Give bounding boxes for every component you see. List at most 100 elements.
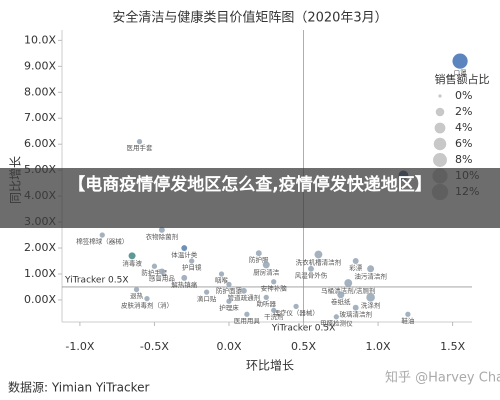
y-tick-label: 10.0X <box>24 33 56 46</box>
legend-marker <box>433 137 447 151</box>
point-label: 防护手套 <box>141 268 168 277</box>
legend-label: 4% <box>455 121 472 134</box>
point <box>158 226 165 233</box>
point <box>128 252 136 260</box>
point <box>151 263 158 269</box>
legend-label: 6% <box>455 137 472 150</box>
point-label: 消毒液 <box>122 258 142 267</box>
y-tick-label: 2.00X <box>24 241 56 254</box>
y-tick-label: 9.00X <box>24 59 56 72</box>
legend-label: 0% <box>455 89 472 102</box>
x-tick-label: 0.5X <box>291 340 316 353</box>
y-tick-label: 0.00X <box>24 293 56 306</box>
point <box>271 279 277 285</box>
point-label: 解热镇痛 <box>171 280 198 289</box>
point <box>262 261 270 269</box>
point-label: 安神补脑 <box>261 283 288 292</box>
point-label: 棉签棉球（器械） <box>76 237 128 246</box>
point-label: 洗衣机槽清洁剂 <box>296 257 342 266</box>
point-label: 干洗剂 <box>264 312 284 321</box>
point-label: 衣物除菌剂 <box>146 232 179 241</box>
overlay-banner: 【电商疫情停发地区怎么查,疫情停发快递地区】 <box>0 168 500 228</box>
point-label: 洗涤剂 <box>361 301 381 310</box>
y-tick-label: 7.00X <box>24 111 56 124</box>
y-tick-label: 8.00X <box>24 85 56 98</box>
point-label: 医用手套 <box>127 143 154 152</box>
point-label: 口罩 <box>454 69 468 77</box>
point <box>344 279 353 287</box>
legend-label: 2% <box>455 105 472 118</box>
point-label: 感冒用品 <box>149 273 175 282</box>
y-tick-label: 6.00X <box>24 137 56 150</box>
point <box>226 298 232 304</box>
point-label: 防护服 <box>249 255 269 264</box>
point-label: 防护面罩 <box>216 286 243 295</box>
point <box>226 281 232 288</box>
point <box>352 258 359 264</box>
point-label: 彩漂 <box>349 263 363 272</box>
point <box>218 271 225 277</box>
point <box>158 268 165 275</box>
point-label: 滴口贴 <box>197 294 217 303</box>
reference-label: YiTracker 0.5X <box>271 324 335 334</box>
point <box>405 311 411 317</box>
reference-label: YiTracker 0.5X <box>64 275 128 285</box>
point <box>308 265 314 272</box>
point <box>133 286 140 293</box>
point <box>240 287 247 294</box>
point <box>255 250 262 257</box>
point-label: 玻璃清洁剂 <box>339 310 372 319</box>
point-label: 油污清洁剂 <box>354 271 387 280</box>
point <box>144 295 150 302</box>
point <box>244 311 250 317</box>
point <box>352 304 359 311</box>
y-tick-label: 1.00X <box>24 267 56 280</box>
chart-title: 安全清洁与健康类目价值矩阵图（2020年3月） <box>112 10 387 26</box>
point-label: 风湿骨外伤 <box>295 271 328 280</box>
point <box>99 232 105 238</box>
point-label: 甲醛检测仪 <box>320 318 353 327</box>
point <box>203 289 210 295</box>
point-label: 皮肤消毒剂（消） <box>121 300 173 309</box>
point-label: 管道疏通剂 <box>228 293 261 302</box>
point <box>337 291 345 299</box>
x-axis-title: 环比增长 <box>246 359 294 373</box>
point-label: 助听器 <box>257 299 277 308</box>
point <box>136 138 143 145</box>
point <box>293 303 299 310</box>
point <box>333 314 339 320</box>
point <box>189 258 195 264</box>
legend-label: 8% <box>455 153 472 166</box>
legend-marker <box>435 107 445 117</box>
x-tick-label: -0.5X <box>140 340 169 353</box>
point-label: 理疗仪（器械） <box>273 308 319 317</box>
point <box>181 274 188 281</box>
point <box>452 53 468 69</box>
point-label: 医用用具 <box>234 317 261 325</box>
source: 数据源: Yimian YiTracker <box>8 380 149 395</box>
legend-marker <box>434 122 446 134</box>
point <box>271 307 277 313</box>
point-label: 护目镜 <box>182 263 202 272</box>
point <box>366 293 375 302</box>
legend-title: 销售额占比 <box>435 72 490 86</box>
point <box>181 245 188 251</box>
point-label: 咽喉 <box>215 276 229 285</box>
legend-marker <box>433 153 447 167</box>
x-tick-label: 1.5X <box>440 340 465 353</box>
point-label: 退热 <box>130 291 144 300</box>
watermark: 知乎 @Harvey Chan <box>385 370 500 386</box>
point-label: 马桶清洁剂/洁厕剂 <box>321 286 375 295</box>
point-label: 厨房清洁 <box>253 267 280 276</box>
point-label: 体温计类 <box>171 250 198 259</box>
x-tick-label: -1.0X <box>65 340 94 353</box>
x-tick-label: 0.0X <box>216 340 241 353</box>
point <box>367 265 375 273</box>
x-tick-label: 1.0X <box>366 340 391 353</box>
point <box>263 294 269 300</box>
point-label: 卷纸纸 <box>331 297 351 306</box>
point-label: 护理床 <box>219 303 239 312</box>
point <box>314 250 323 259</box>
point-label: 鞋油 <box>401 316 414 325</box>
